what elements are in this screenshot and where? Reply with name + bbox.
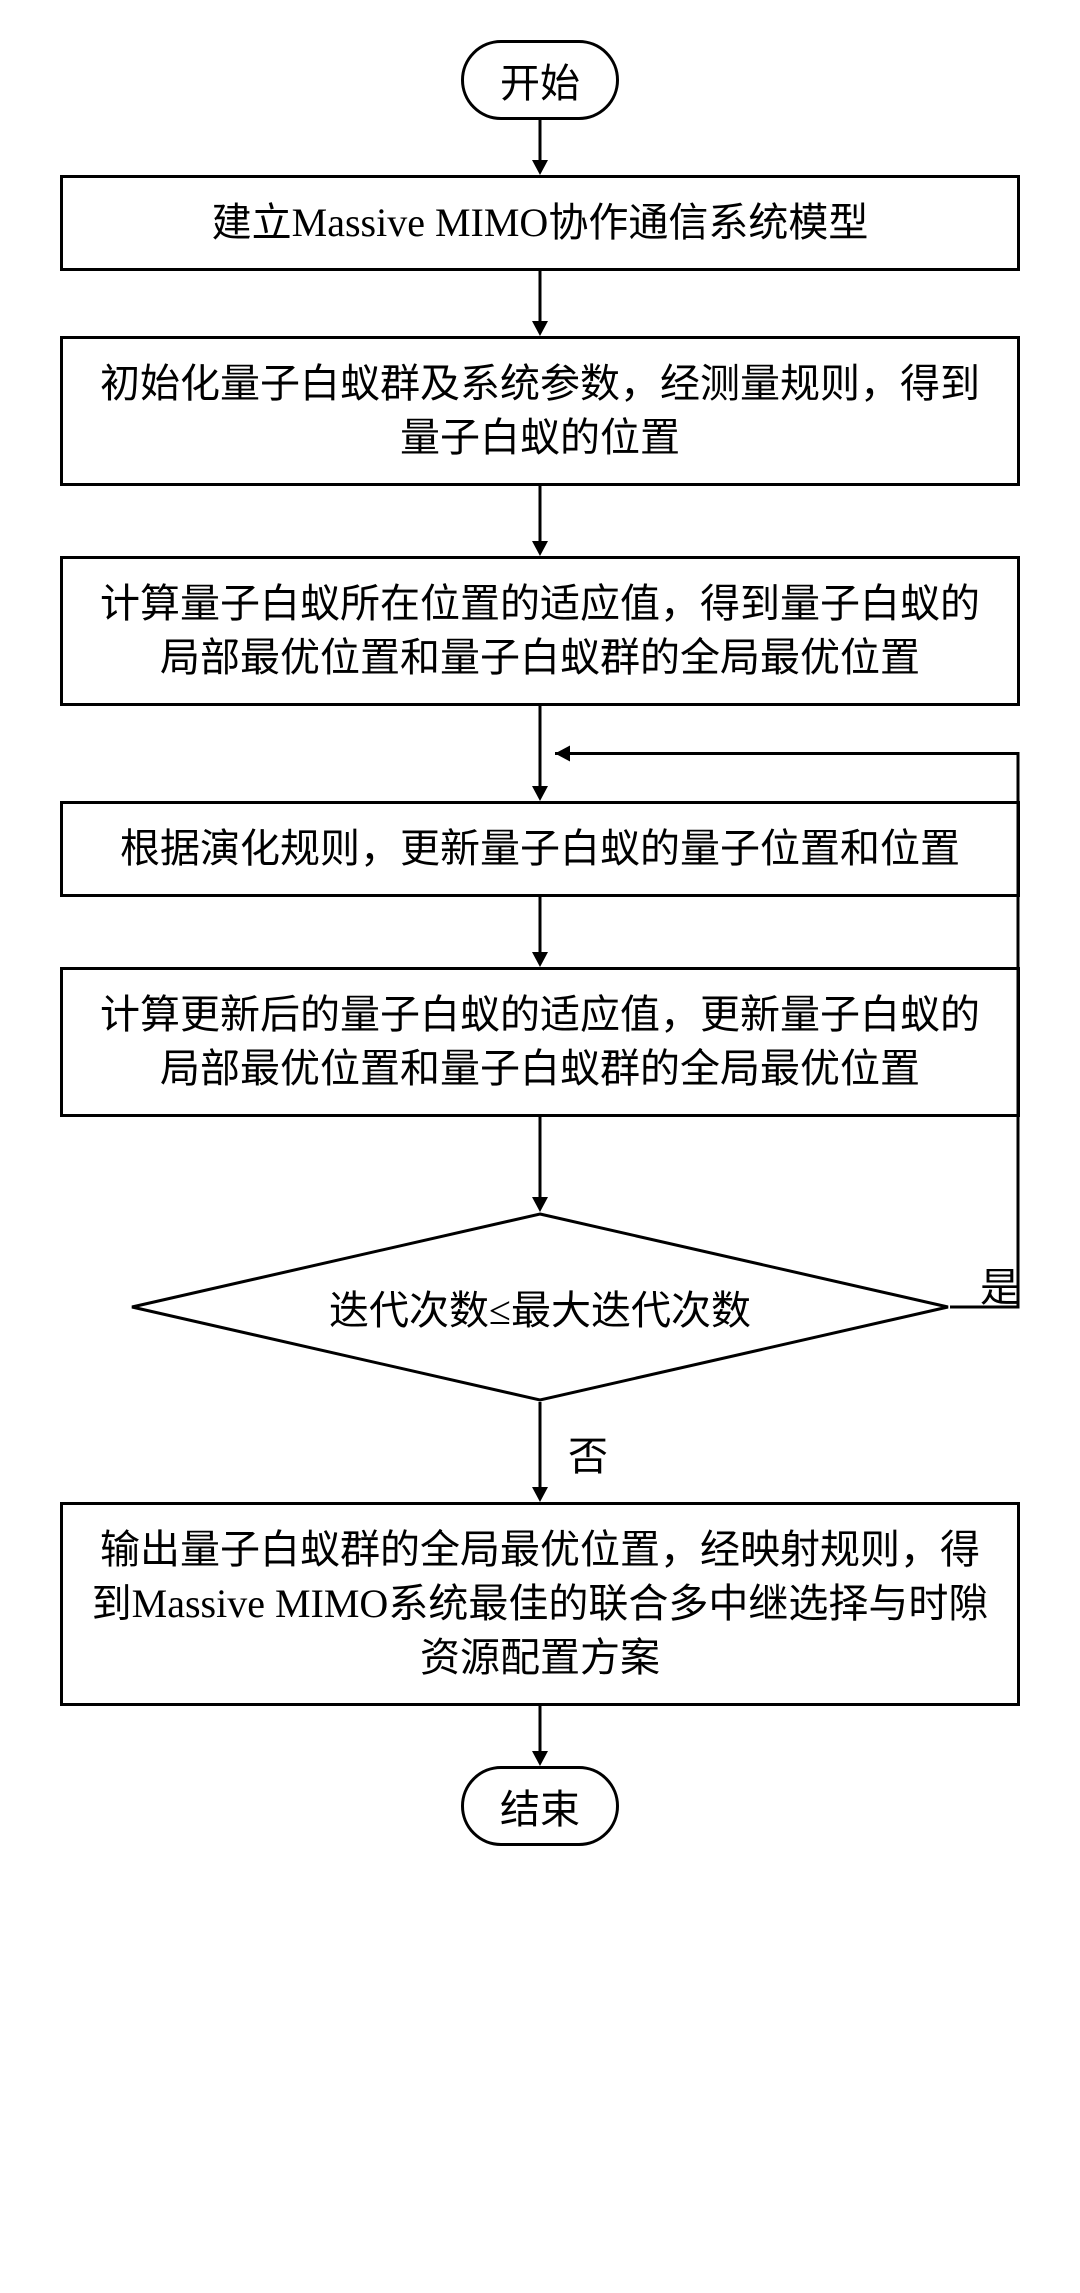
arrow-4-to-5 [60,897,1020,967]
process-step6: 输出量子白蚁群的全局最优位置，经映射规则，得到Massive MIMO系统最佳的… [60,1502,1020,1706]
arrow-decision-no: 否 [60,1402,1020,1502]
terminal-end: 结束 [461,1766,619,1846]
arrow-1-to-2 [60,271,1020,336]
process-step3: 计算量子白蚁所在位置的适应值，得到量子白蚁的局部最优位置和量子白蚁群的全局最优位… [60,556,1020,706]
arrow-start-to-1 [60,120,1020,175]
label-yes: 是 [980,1255,1020,1313]
decision-diamond: 迭代次数≤最大迭代次数 [130,1212,950,1402]
process-step4: 根据演化规则，更新量子白蚁的量子位置和位置 [60,801,1020,897]
process-step1: 建立Massive MIMO协作通信系统模型 [60,175,1020,271]
process-step5: 计算更新后的量子白蚁的适应值，更新量子白蚁的局部最优位置和量子白蚁群的全局最优位… [60,967,1020,1117]
terminal-start: 开始 [461,40,619,120]
process-step2: 初始化量子白蚁群及系统参数，经测量规则，得到量子白蚁的位置 [60,336,1020,486]
row-decision: 迭代次数≤最大迭代次数 [60,1212,1020,1402]
flowchart-container: 开始 建立Massive MIMO协作通信系统模型 初始化量子白蚁群及系统参数，… [60,40,1020,1846]
label-no: 否 [568,1424,608,1482]
row-start: 开始 [60,40,1020,120]
row-end: 结束 [60,1766,1020,1846]
arrow-5-to-decision [60,1117,1020,1212]
arrow-6-to-end [60,1706,1020,1766]
arrow-3-to-4-merge [60,706,1020,801]
arrow-2-to-3 [60,486,1020,556]
decision-text: 迭代次数≤最大迭代次数 [329,1278,751,1336]
